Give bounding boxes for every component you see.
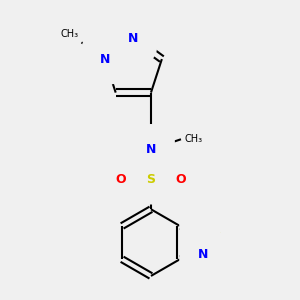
Text: N: N [198,248,208,261]
Text: O: O [116,173,126,186]
Text: CH₃: CH₃ [184,134,202,144]
Text: N: N [128,32,139,45]
Text: N: N [146,143,156,156]
Text: N: N [198,224,208,237]
Text: CH₃: CH₃ [60,29,78,39]
Text: S: S [212,231,221,244]
Text: O: O [176,173,186,186]
Text: N: N [100,52,110,66]
Text: S: S [146,173,155,186]
